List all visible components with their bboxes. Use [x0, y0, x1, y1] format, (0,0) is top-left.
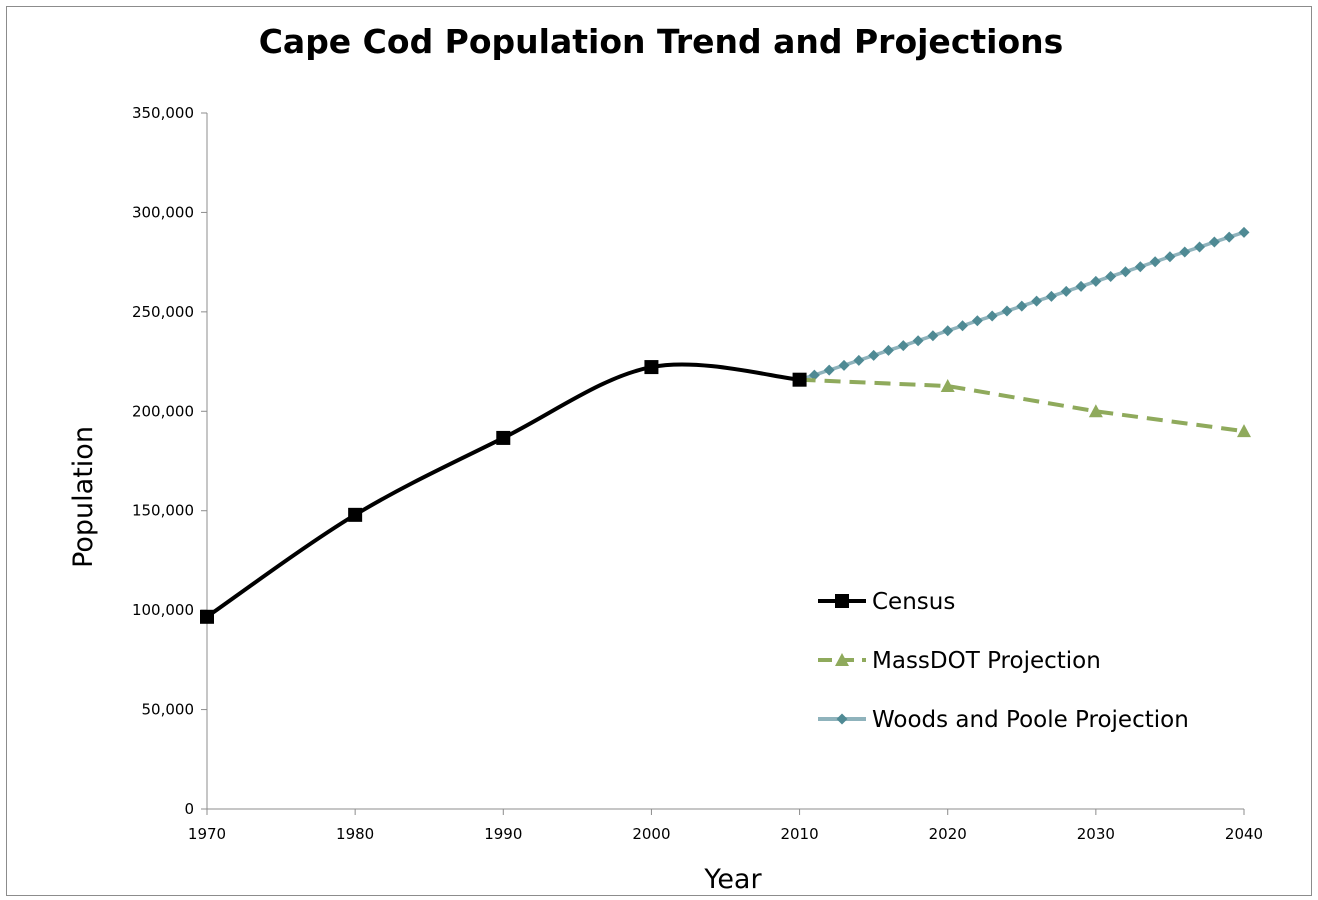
woods-and-poole-projection-point: [1238, 226, 1250, 238]
y-tick-label: 200,000: [132, 402, 194, 420]
x-tick-label: 2010: [780, 825, 818, 843]
legend-item-census: Census: [818, 589, 955, 615]
massdot-projection-line: [799, 377, 1245, 434]
y-tick-label: 250,000: [132, 303, 194, 321]
woods-and-poole-projection-point: [823, 364, 835, 376]
woods-and-poole-projection-point: [1001, 305, 1013, 317]
woods-and-poole-projection-point: [1179, 246, 1191, 258]
x-tick-label: 1980: [336, 825, 374, 843]
woods-and-poole-projection-point: [1134, 261, 1146, 273]
y-tick-label: 300,000: [132, 203, 194, 221]
x-tick-label: 2000: [632, 825, 670, 843]
census-line: [205, 362, 800, 619]
woods-and-poole-projection-point: [1075, 280, 1087, 292]
woods-and-poole-projection-point: [1105, 270, 1117, 282]
woods-and-poole-projection-point: [1016, 300, 1028, 312]
woods-and-poole-projection-point: [882, 344, 894, 356]
legend-marker: [835, 653, 849, 666]
series-layer: [200, 226, 1251, 624]
census-series: [200, 360, 807, 624]
woods-and-poole-projection-point: [942, 325, 954, 337]
y-tick-label: 150,000: [132, 502, 194, 520]
woods-and-poole-projection-point: [868, 349, 880, 361]
legend-label: Census: [872, 589, 955, 615]
massdot-projection-point: [1237, 424, 1251, 438]
woods-and-poole-projection-point: [1164, 251, 1176, 263]
woods-and-poole-projection-point: [957, 320, 969, 332]
y-tick-label: 350,000: [132, 104, 194, 122]
x-tick-label: 1990: [484, 825, 522, 843]
axes: 0 50,000 100,000 150,000 200,000 250,000 300,0…: [132, 104, 1263, 843]
census-point: [792, 372, 807, 387]
woods-and-poole-projection-point: [808, 369, 820, 381]
woods-and-poole-projection-point: [1208, 236, 1220, 248]
legend-label: Woods and Poole Projection: [872, 707, 1189, 733]
woods-and-poole-projection-point: [912, 335, 924, 347]
legend-marker: [835, 594, 849, 608]
census-point: [644, 360, 659, 375]
woods-and-poole-projection-point: [1119, 266, 1131, 278]
massdot-projection-series: [792, 372, 1251, 438]
y-tick-label: 0: [184, 800, 194, 818]
legend-marker: [836, 713, 848, 725]
chart-title: Cape Cod Population Trend and Projection…: [259, 22, 1064, 61]
x-axis-title: Year: [703, 864, 762, 895]
woods-and-poole-projection-point: [1031, 295, 1043, 307]
woods-and-poole-projection-point: [897, 340, 909, 352]
woods-and-poole-projection-point: [1149, 256, 1161, 268]
census-point: [200, 609, 214, 624]
x-tick-label: 1970: [188, 825, 226, 843]
census-point: [348, 507, 363, 522]
massdot-projection-point: [940, 379, 955, 393]
woods-and-poole-projection-point: [1090, 275, 1102, 287]
woods-and-poole-projection-point: [1045, 290, 1057, 302]
woods-and-poole-projection-point: [927, 330, 939, 342]
x-tick-label: 2030: [1077, 825, 1115, 843]
legend: Census MassDOT Projection Woods and Poole …: [818, 589, 1189, 733]
massdot-projection-point: [1088, 404, 1103, 418]
woods-and-poole-projection-point: [1060, 285, 1072, 297]
x-tick-label: 2020: [929, 825, 967, 843]
legend-item-massdot-projection: MassDOT Projection: [818, 648, 1101, 674]
woods-and-poole-projection-point: [853, 354, 865, 366]
woods-and-poole-projection-point: [838, 359, 850, 371]
woods-and-poole-projection-point: [1194, 241, 1206, 253]
woods-and-poole-projection-series: [794, 226, 1250, 386]
y-tick-label: 50,000: [142, 701, 195, 719]
x-tick-label: 2040: [1225, 825, 1263, 843]
woods-and-poole-projection-point: [971, 315, 983, 327]
woods-and-poole-projection-point: [986, 310, 998, 322]
legend-item-woods-and-poole-projection: Woods and Poole Projection: [818, 707, 1189, 733]
woods-and-poole-projection-point: [1223, 231, 1235, 243]
y-tick-label: 100,000: [132, 601, 194, 619]
census-point: [496, 430, 511, 445]
chart-frame: [6, 6, 1312, 896]
legend-label: MassDOT Projection: [872, 648, 1101, 674]
y-axis-title: Population: [68, 426, 99, 568]
